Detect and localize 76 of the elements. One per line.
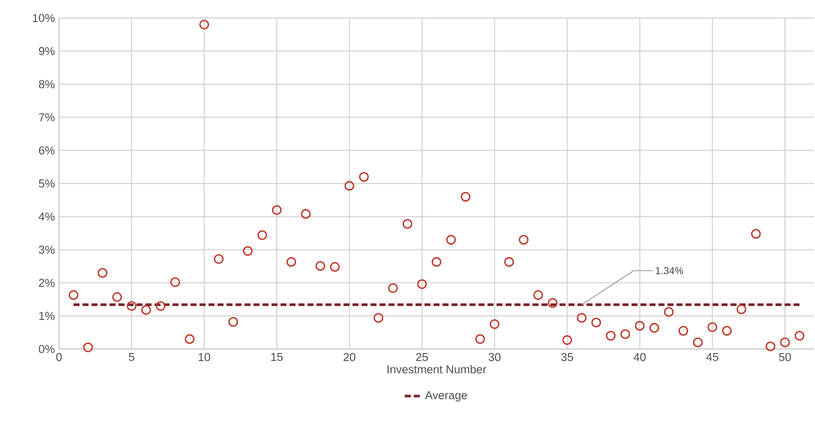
y-tick-label: 0% bbox=[38, 344, 55, 354]
x-tick-label: 30 bbox=[488, 353, 500, 362]
y-tick-label: 6% bbox=[39, 146, 55, 154]
point bbox=[446, 234, 456, 245]
point bbox=[548, 298, 558, 308]
point bbox=[257, 230, 268, 240]
point bbox=[678, 326, 688, 336]
point bbox=[184, 334, 195, 344]
x-tick-label: 10 bbox=[198, 353, 210, 362]
point bbox=[692, 337, 703, 348]
point bbox=[374, 312, 384, 323]
point bbox=[736, 304, 746, 314]
x-tick-label: 45 bbox=[706, 353, 718, 362]
point bbox=[242, 246, 253, 256]
annotation: 1.34% bbox=[656, 267, 684, 274]
point bbox=[634, 320, 645, 331]
point bbox=[68, 290, 78, 300]
point bbox=[518, 234, 529, 245]
point bbox=[460, 192, 470, 202]
y-tick-label: 10% bbox=[32, 14, 55, 22]
point bbox=[794, 330, 804, 341]
x-tick-label: 5 bbox=[128, 353, 134, 362]
legend-label: Average bbox=[425, 391, 468, 402]
x-tick-label: 40 bbox=[634, 353, 646, 362]
point bbox=[620, 329, 630, 340]
point bbox=[286, 257, 296, 267]
point bbox=[490, 319, 500, 330]
point bbox=[751, 228, 761, 239]
y-tick-label: 3% bbox=[38, 246, 55, 254]
point bbox=[156, 301, 166, 311]
point bbox=[170, 277, 180, 288]
x-tick-label: 25 bbox=[416, 353, 428, 362]
x-tick-label: 20 bbox=[344, 353, 356, 362]
point bbox=[402, 218, 412, 229]
point bbox=[533, 290, 544, 300]
point bbox=[228, 316, 238, 327]
y-tick-label: 9% bbox=[38, 47, 55, 56]
point bbox=[606, 330, 616, 341]
point bbox=[722, 326, 732, 336]
point bbox=[576, 312, 587, 323]
point bbox=[141, 305, 152, 315]
x-tick-label: 0 bbox=[56, 353, 62, 362]
point bbox=[272, 205, 282, 215]
point bbox=[417, 279, 427, 290]
point bbox=[98, 268, 108, 278]
x-axis-title: Investment Number bbox=[388, 364, 486, 374]
y-tick-label: 4% bbox=[38, 212, 55, 221]
y-tick-label: 8% bbox=[38, 80, 55, 88]
point bbox=[649, 322, 660, 333]
x-tick-label: 15 bbox=[271, 353, 283, 362]
y-tick-label: 2% bbox=[39, 278, 55, 287]
point bbox=[112, 292, 122, 302]
point bbox=[330, 262, 340, 272]
point bbox=[664, 307, 674, 317]
point bbox=[562, 335, 572, 345]
point bbox=[315, 261, 326, 271]
point bbox=[766, 341, 776, 352]
point bbox=[199, 20, 210, 30]
point bbox=[214, 254, 224, 264]
point bbox=[388, 283, 398, 293]
point bbox=[300, 209, 311, 219]
y-tick-label: 1% bbox=[39, 312, 55, 320]
point bbox=[707, 322, 718, 332]
point bbox=[344, 180, 354, 191]
point bbox=[591, 318, 602, 328]
point bbox=[359, 172, 369, 182]
point bbox=[432, 257, 442, 267]
y-tick-label: 7% bbox=[39, 113, 55, 122]
x-tick-label: 35 bbox=[561, 353, 574, 362]
point bbox=[83, 342, 93, 352]
point bbox=[475, 334, 485, 344]
x-tick-label: 50 bbox=[779, 353, 791, 362]
point bbox=[780, 337, 790, 348]
y-tick-label: 5% bbox=[38, 179, 55, 188]
point bbox=[126, 301, 136, 311]
point bbox=[504, 257, 514, 267]
